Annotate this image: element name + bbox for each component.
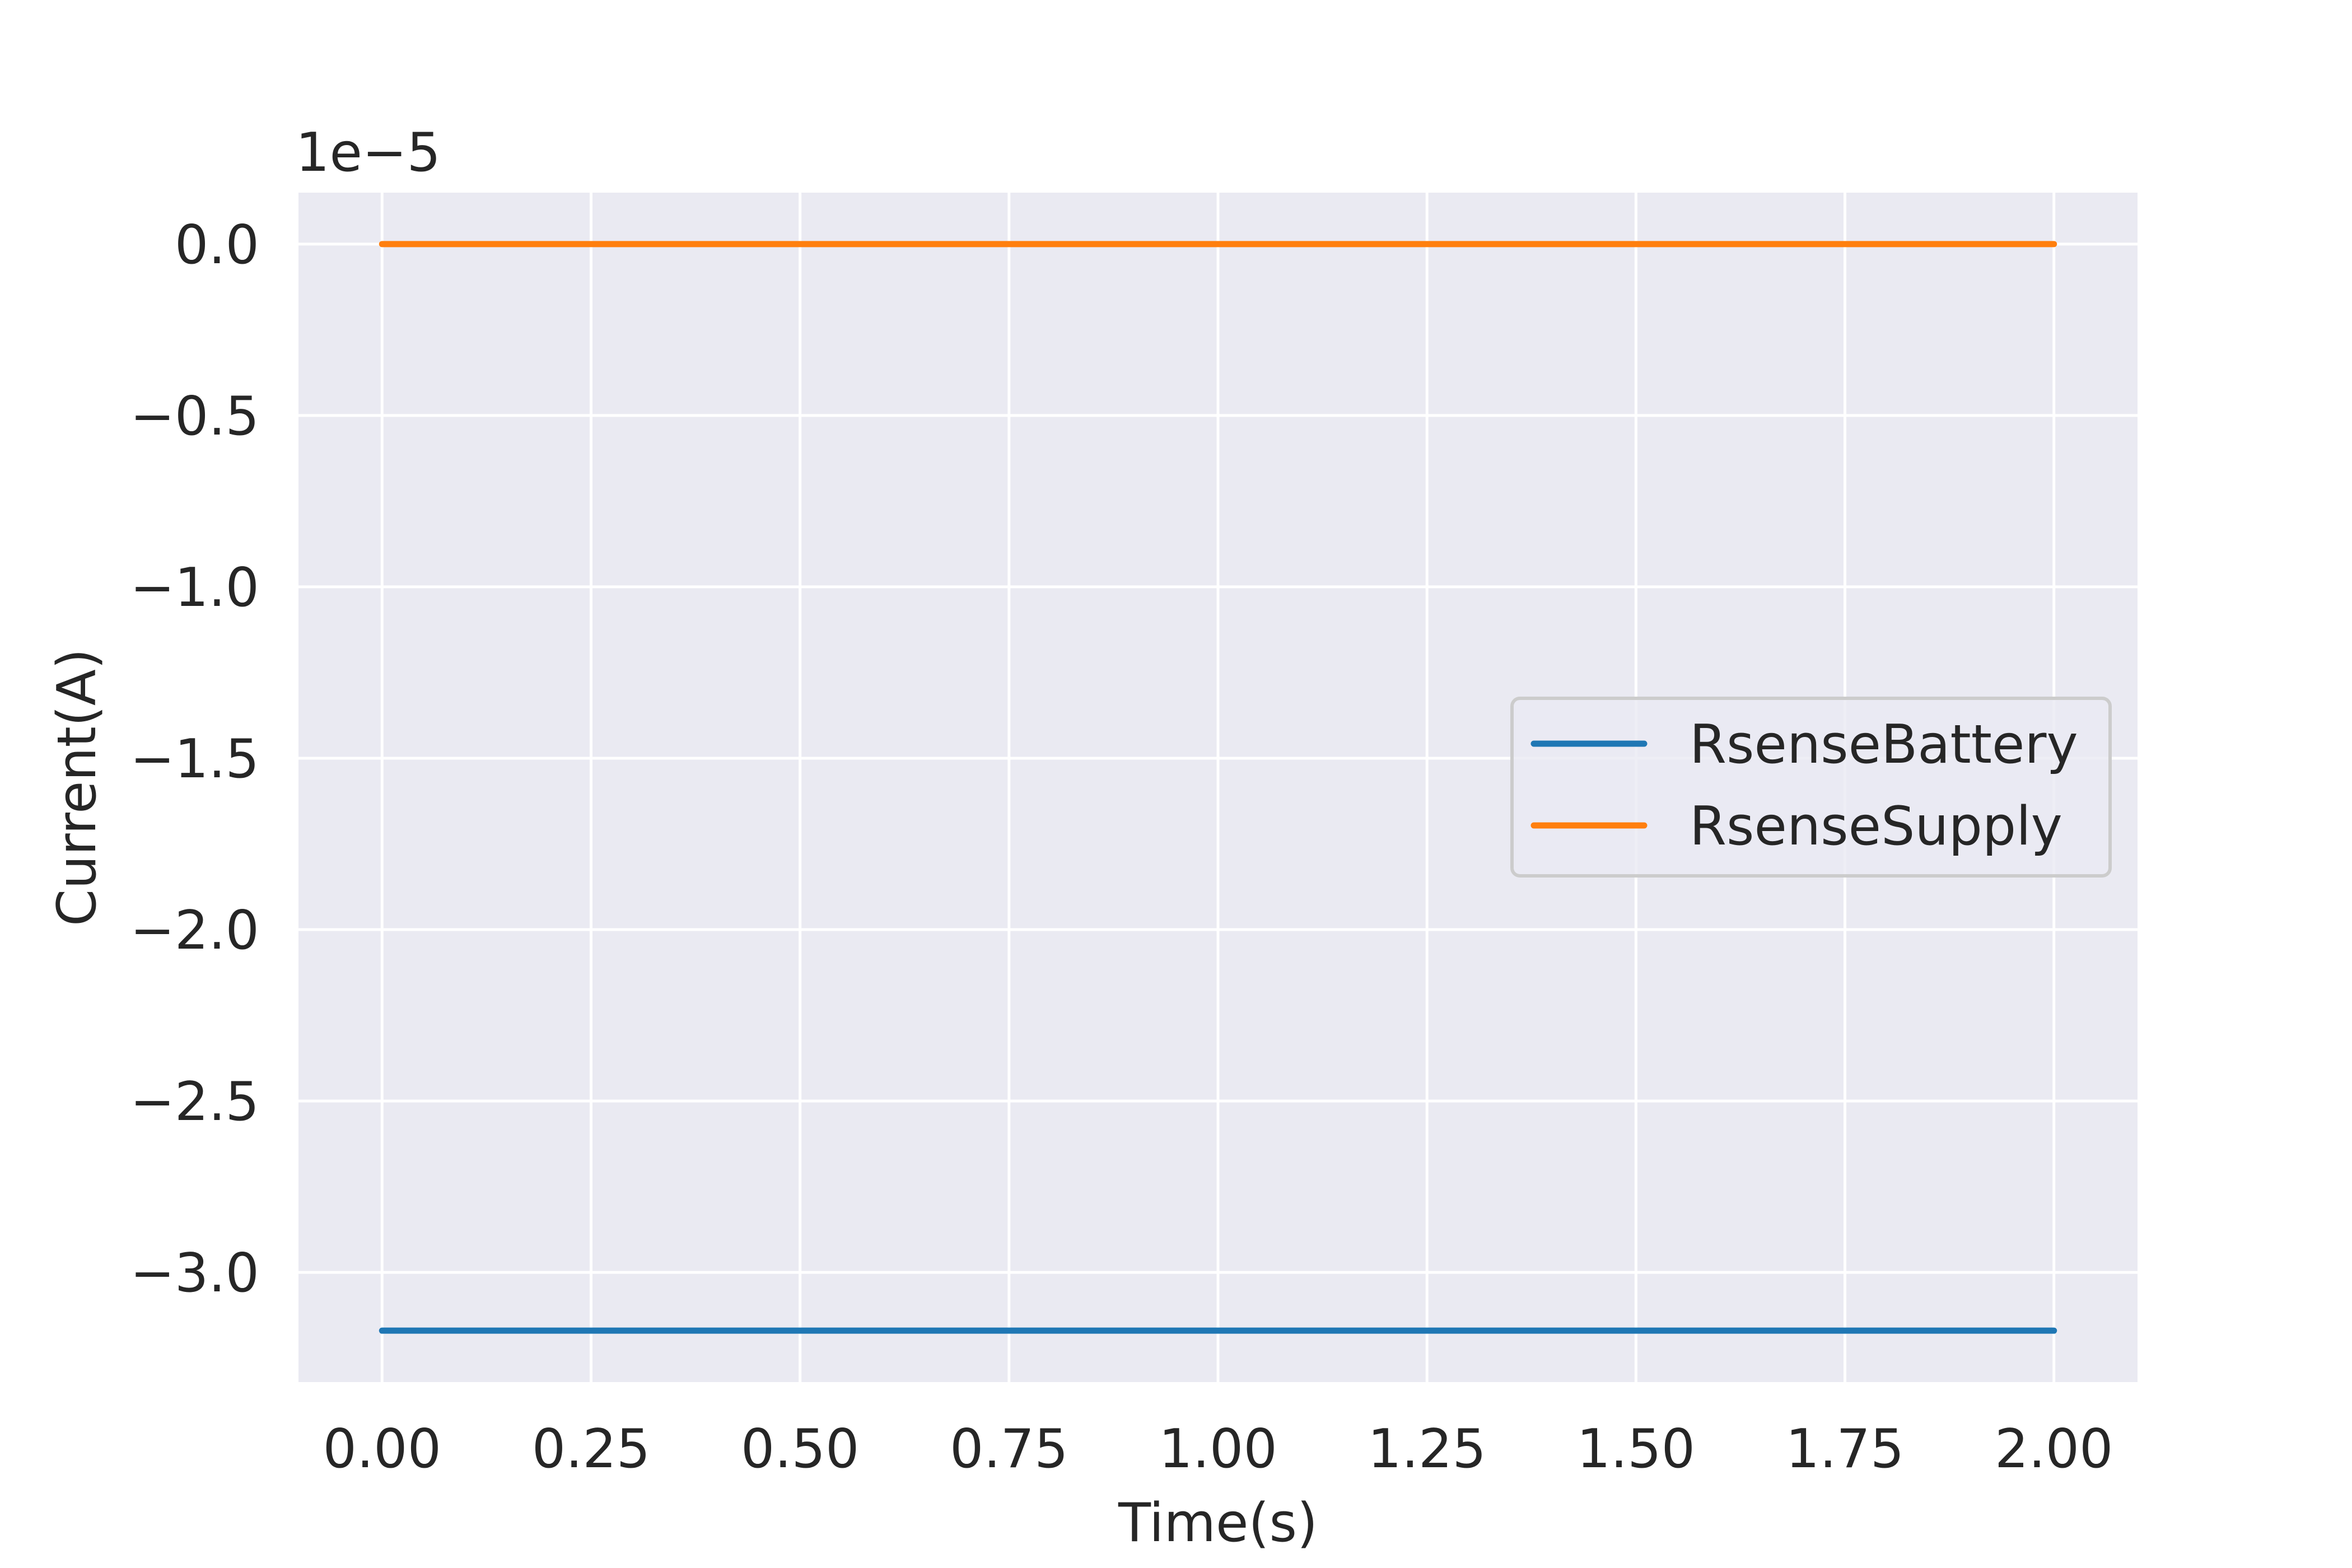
- x-axis-label: Time(s): [1118, 1492, 1318, 1554]
- y-offset-label: 1e−5: [296, 122, 441, 184]
- legend: RsenseBattery RsenseSupply: [1510, 697, 2112, 878]
- y-tick-label-0: 0.0: [175, 214, 259, 276]
- y-tick-label-4: −2.0: [130, 900, 259, 962]
- y-tick-label-5: −2.5: [130, 1071, 259, 1133]
- y-axis-label: Current(A): [46, 648, 108, 926]
- x-tick-label-5: 1.25: [1368, 1418, 1486, 1480]
- legend-label-rsensesupply: RsenseSupply: [1690, 796, 2062, 857]
- y-tick-label-6: −3.0: [130, 1243, 259, 1304]
- x-tick-label-4: 1.00: [1159, 1418, 1277, 1480]
- x-tick-label-0: 0.00: [323, 1418, 442, 1480]
- y-tick-labels: 0.0 −0.5 −1.0 −1.5 −2.0 −2.5 −3.0: [130, 214, 259, 1304]
- y-tick-label-3: −1.5: [130, 729, 259, 790]
- x-tick-label-6: 1.50: [1577, 1418, 1696, 1480]
- x-tick-label-3: 0.75: [950, 1418, 1068, 1480]
- x-tick-label-1: 0.25: [532, 1418, 651, 1480]
- y-tick-label-2: −1.0: [130, 557, 259, 619]
- series-lines: [379, 241, 2057, 1334]
- legend-label-rsensebattery: RsenseBattery: [1690, 714, 2078, 776]
- x-tick-label-7: 1.75: [1786, 1418, 1905, 1480]
- x-tick-label-8: 2.00: [1995, 1418, 2113, 1480]
- x-tick-labels: 0.00 0.25 0.50 0.75 1.00 1.25 1.50 1.75 2.00: [323, 1418, 2113, 1480]
- y-tick-label-1: −0.5: [130, 386, 259, 447]
- x-tick-label-2: 0.50: [741, 1418, 860, 1480]
- legend-frame: [1510, 697, 2112, 878]
